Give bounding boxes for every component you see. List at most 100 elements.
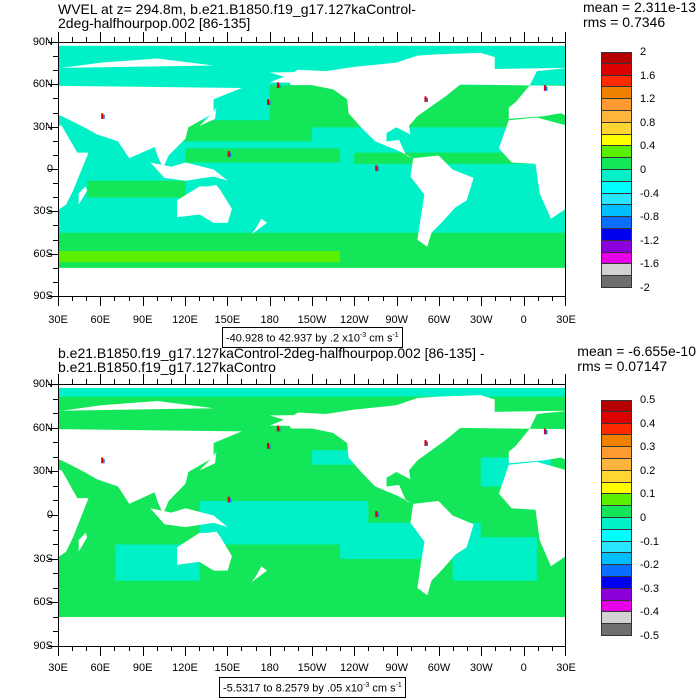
lon-tick <box>283 646 285 651</box>
lon-tick <box>424 646 426 651</box>
lon-tick <box>297 646 299 651</box>
lon-tick <box>86 37 88 42</box>
lon-label: 30E <box>556 662 576 674</box>
lat-tick <box>53 112 58 114</box>
colorbar-label: 0.5 <box>640 394 656 406</box>
panel1-mean: mean = 2.311e-13 <box>583 0 696 15</box>
lat-label: 60S <box>33 247 53 260</box>
lon-tick <box>142 296 144 306</box>
land-africa <box>498 117 565 219</box>
coastal-anomaly <box>103 458 105 464</box>
land-indonesia <box>150 508 228 528</box>
colorbar-box <box>601 470 632 483</box>
panel2-colorbar <box>601 400 632 636</box>
coastal-anomaly <box>375 511 378 517</box>
lon-tick <box>227 296 229 306</box>
coastal-anomaly <box>375 165 378 171</box>
lon-tick <box>241 296 243 301</box>
lat-tick <box>48 646 58 647</box>
lon-tick <box>326 37 328 42</box>
colorbar-label: -0.3 <box>640 582 659 595</box>
lon-tick <box>481 646 483 656</box>
lon-tick <box>453 296 455 301</box>
lon-tick <box>86 296 88 301</box>
colorbar-label: -1.2 <box>640 234 659 247</box>
coastal-anomaly <box>227 496 230 503</box>
lon-tick <box>241 379 243 384</box>
lon-label: 0 <box>520 662 527 674</box>
lat-label: 90N <box>32 378 53 390</box>
info-range: -5.5317 to 8.2579 by .05 x10 <box>223 682 364 695</box>
colorbar-label: 0.1 <box>640 488 656 501</box>
lat-tick <box>48 384 58 385</box>
lon-tick <box>424 296 426 301</box>
lon-tick <box>100 374 102 384</box>
colorbar-label: -0.4 <box>640 606 659 619</box>
lon-tick <box>86 379 88 384</box>
colorbar-label: 0.2 <box>640 464 656 477</box>
lon-tick <box>453 379 455 384</box>
lon-tick <box>241 37 243 42</box>
colorbar-box <box>601 276 632 288</box>
lon-tick <box>551 37 553 42</box>
panel1-colorbar <box>601 52 632 288</box>
colorbar-box <box>601 52 632 64</box>
coastal-anomaly <box>269 444 271 449</box>
land-antarctica <box>59 267 565 296</box>
lon-tick <box>396 646 398 656</box>
lon-tick <box>368 646 370 651</box>
lon-tick <box>551 646 553 651</box>
land-nz <box>251 566 268 583</box>
land-indonesia <box>150 162 228 181</box>
colorbar-box <box>601 529 632 542</box>
colorbar-box <box>601 612 632 625</box>
lon-label: 60W <box>427 314 451 326</box>
lon-tick <box>410 37 412 42</box>
lon-tick <box>326 646 328 651</box>
ocean-band <box>59 387 565 397</box>
lon-label: 150E <box>214 662 241 674</box>
coastal-anomaly <box>377 166 379 171</box>
lat-tick <box>53 154 58 156</box>
lat-tick <box>53 456 58 458</box>
ocean-band <box>171 120 312 142</box>
lon-tick <box>142 32 144 42</box>
coastal-anomaly <box>543 428 547 435</box>
lon-tick <box>396 374 398 384</box>
lon-tick <box>495 296 497 301</box>
lat-tick <box>53 98 58 100</box>
lat-tick <box>53 587 58 589</box>
panel2-title: b.e21.B1850.f19_g17.127kaControl-2deg-ha… <box>58 345 485 375</box>
lat-tick <box>48 558 58 560</box>
coastal-anomaly <box>103 114 105 119</box>
colorbar-box <box>601 193 632 206</box>
colorbar-box <box>601 411 632 424</box>
lat-tick <box>53 281 58 283</box>
colorbar-label: -1.6 <box>640 258 659 271</box>
land-japan <box>199 451 217 471</box>
lat-tick <box>53 500 58 502</box>
lon-tick <box>72 646 74 651</box>
lon-label: 90E <box>132 662 153 674</box>
lon-tick <box>170 37 172 42</box>
lat-label: 30S <box>33 552 53 565</box>
land-eurasia <box>59 400 242 515</box>
lon-tick <box>368 379 370 384</box>
ocean-band <box>59 45 565 55</box>
colorbar-box <box>601 435 632 448</box>
lat-label: 30N <box>32 120 53 133</box>
lon-label: 30E <box>48 662 68 674</box>
panel1-title: WVEL at z= 294.8m, b.e21.B1850.f19_g17.1… <box>58 1 416 31</box>
lon-tick <box>86 646 88 651</box>
ocean-band <box>185 148 341 163</box>
lat-label: 90S <box>33 290 53 302</box>
coastal-anomaly <box>546 429 548 435</box>
lon-tick <box>128 37 130 42</box>
colorbar-box <box>601 63 632 76</box>
lon-tick <box>340 37 342 42</box>
lon-tick <box>156 379 158 384</box>
lon-tick <box>185 32 186 42</box>
lon-tick <box>58 646 59 656</box>
info-unit-exp: -1 <box>395 682 402 689</box>
ocean-band <box>87 180 186 198</box>
